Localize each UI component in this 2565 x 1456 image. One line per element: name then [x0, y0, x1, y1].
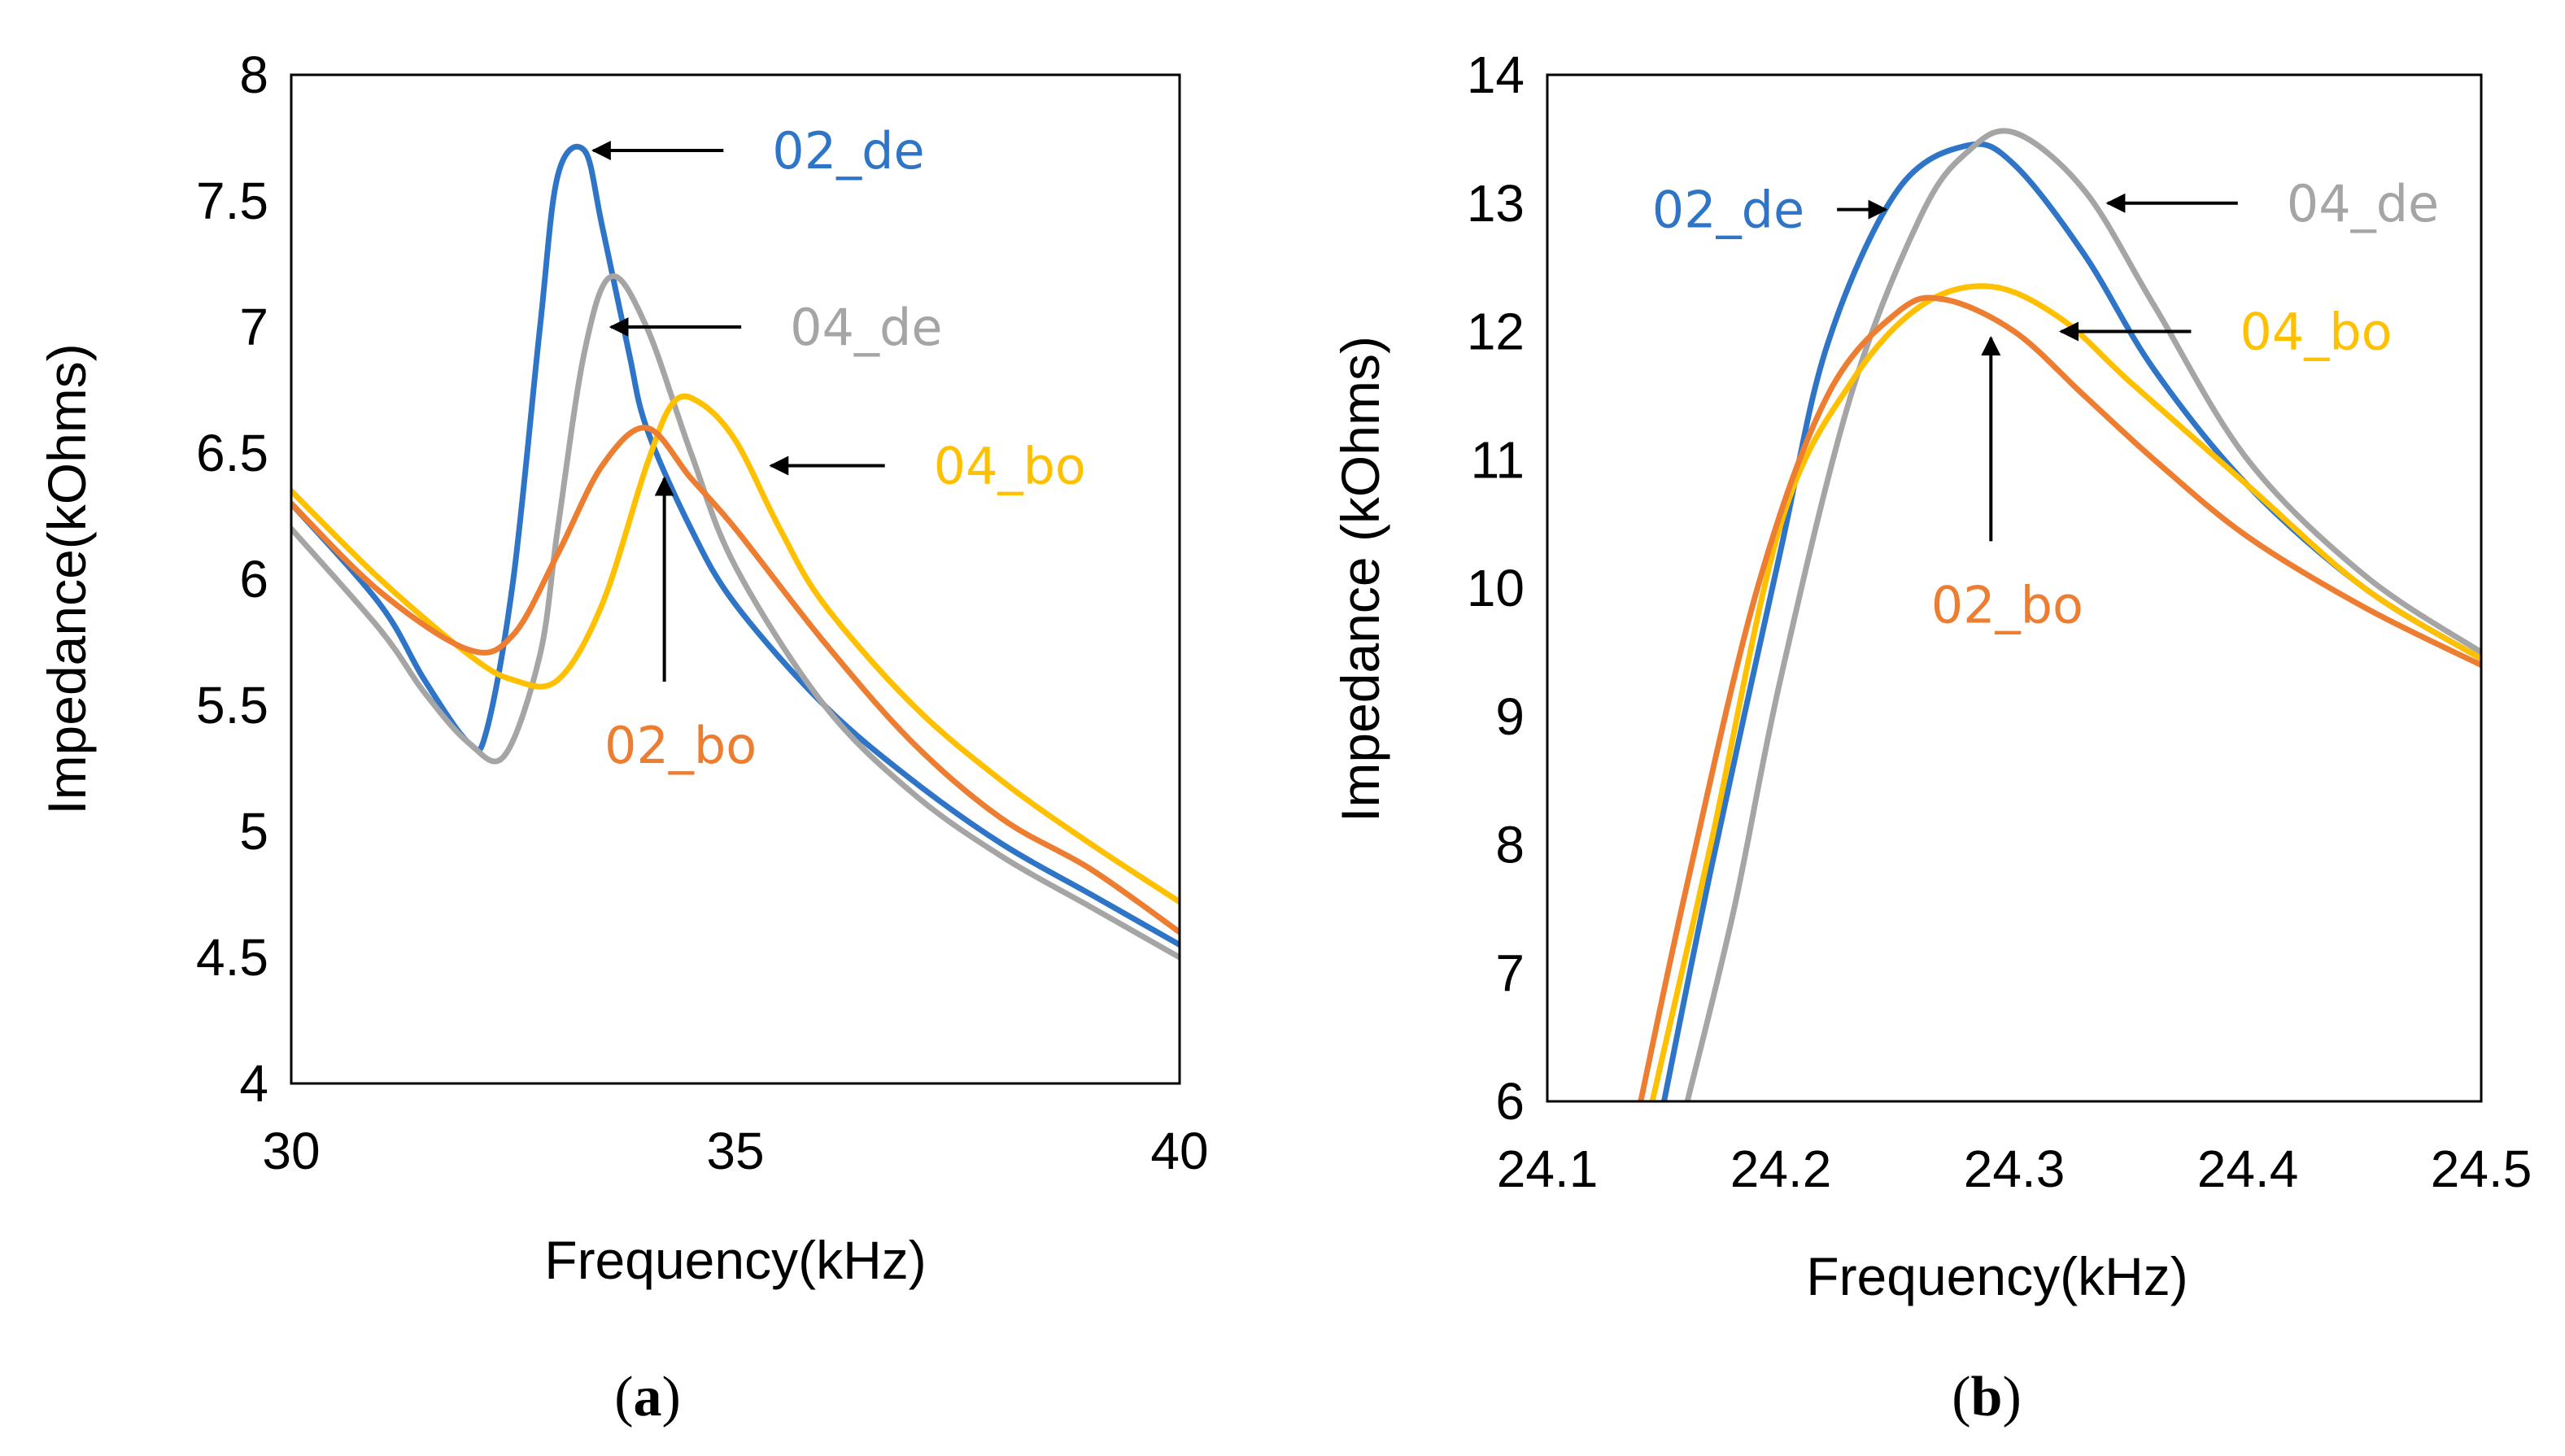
chart-a-y-tick-label: 5.5 — [196, 676, 268, 735]
chart-b-annotation-label: 02_bo — [1931, 575, 2083, 634]
chart-b-caption-letter: b — [1971, 1366, 2003, 1428]
chart-b-x-tick-label: 24.1 — [1497, 1140, 1599, 1198]
chart-panel-b: 6 7 8 9 10 11 12 13 14 24.1 24.2 24.3 24.4 24.5 02_d… — [1330, 46, 2532, 1428]
chart-a-y-axis-label: Impedance(kOhms) — [37, 343, 97, 815]
chart-a-x-ticks: 30 35 40 — [262, 1122, 1208, 1180]
chart-a-plot-frame — [290, 73, 1181, 1085]
chart-a-annotation-label: 02_de — [772, 121, 924, 181]
chart-b-annotation-label: 04_de — [2287, 174, 2439, 233]
chart-b-x-axis-label: Frequency(kHz) — [1806, 1246, 2188, 1306]
chart-a-annotation-label: 04_bo — [934, 437, 1086, 496]
chart-a-series-group — [291, 143, 1180, 961]
chart-a-x-tick-label: 35 — [706, 1122, 764, 1180]
chart-a-y-tick-label: 6 — [239, 550, 268, 608]
chart-a-annotations: 02_de 04_de 04_bo 02_bo — [591, 121, 1086, 775]
chart-a-y-tick-label: 7 — [239, 298, 268, 356]
chart-b-annotations: 02_de 04_de 04_bo 02_bo — [1652, 174, 2439, 635]
chart-a-series-04_de — [291, 273, 1180, 961]
chart-b-y-tick-label: 10 — [1467, 559, 1525, 617]
chart-b-series-04_de — [1684, 128, 2481, 1101]
chart-b-y-tick-label: 13 — [1467, 174, 1525, 233]
chart-b-y-tick-label: 11 — [1471, 430, 1525, 489]
chart-a-caption: (a) — [614, 1366, 681, 1428]
chart-a-y-ticks: 4 4.5 5 5.5 6 6.5 7 7.5 8 — [196, 46, 268, 1113]
chart-a-x-tick-label: 40 — [1150, 1122, 1208, 1180]
chart-a-series-02_bo — [291, 425, 1180, 935]
chart-a-series-02_de — [291, 143, 1180, 948]
chart-b-plot-frame — [1546, 73, 2483, 1103]
chart-b-y-axis-label: Impedance (kOhms) — [1330, 336, 1390, 822]
chart-b-annotation-label: 02_de — [1652, 181, 1804, 240]
chart-a-caption-letter: a — [634, 1366, 662, 1428]
chart-a-series-04_bo — [291, 393, 1180, 905]
chart-b-x-ticks: 24.1 24.2 24.3 24.4 24.5 — [1497, 1140, 2532, 1198]
chart-b-series-04_bo — [1649, 283, 2481, 1101]
chart-a-x-tick-label: 30 — [262, 1122, 320, 1180]
chart-a-y-tick-label: 4 — [239, 1054, 268, 1113]
chart-b-series-group — [1638, 128, 2481, 1101]
chart-b-y-tick-label: 12 — [1467, 303, 1525, 361]
chart-b-annotation-label: 04_bo — [2240, 303, 2392, 362]
chart-panel-a: 4 4.5 5 5.5 6 6.5 7 7.5 8 30 35 40 02_de 04_de 04_bo… — [37, 46, 1209, 1428]
chart-b-x-tick-label: 24.4 — [2197, 1140, 2299, 1198]
chart-a-y-tick-label: 8 — [239, 46, 268, 104]
chart-b-y-tick-label: 8 — [1495, 816, 1525, 874]
chart-a-annotation-label: 02_bo — [604, 716, 757, 775]
chart-b-y-ticks: 6 7 8 9 10 11 12 13 14 — [1467, 46, 1525, 1131]
chart-b-y-tick-label: 6 — [1495, 1072, 1525, 1131]
chart-a-annotation-label: 04_de — [790, 298, 942, 357]
chart-b-series-02_bo — [1638, 294, 2481, 1101]
chart-a-y-tick-label: 6.5 — [196, 424, 268, 482]
chart-b-x-tick-label: 24.3 — [1964, 1140, 2066, 1198]
chart-b-x-tick-label: 24.5 — [2431, 1140, 2532, 1198]
chart-b-caption: (b) — [1952, 1366, 2022, 1428]
chart-a-y-tick-label: 7.5 — [196, 172, 268, 230]
chart-b-y-tick-label: 9 — [1495, 687, 1525, 746]
chart-a-y-tick-label: 5 — [239, 802, 268, 861]
chart-b-x-tick-label: 24.2 — [1730, 1140, 1832, 1198]
chart-a-y-tick-label: 4.5 — [196, 928, 268, 987]
chart-b-y-tick-label: 14 — [1467, 46, 1525, 104]
chart-a-x-axis-label: Frequency(kHz) — [544, 1230, 926, 1290]
chart-b-y-tick-label: 7 — [1495, 944, 1525, 1002]
